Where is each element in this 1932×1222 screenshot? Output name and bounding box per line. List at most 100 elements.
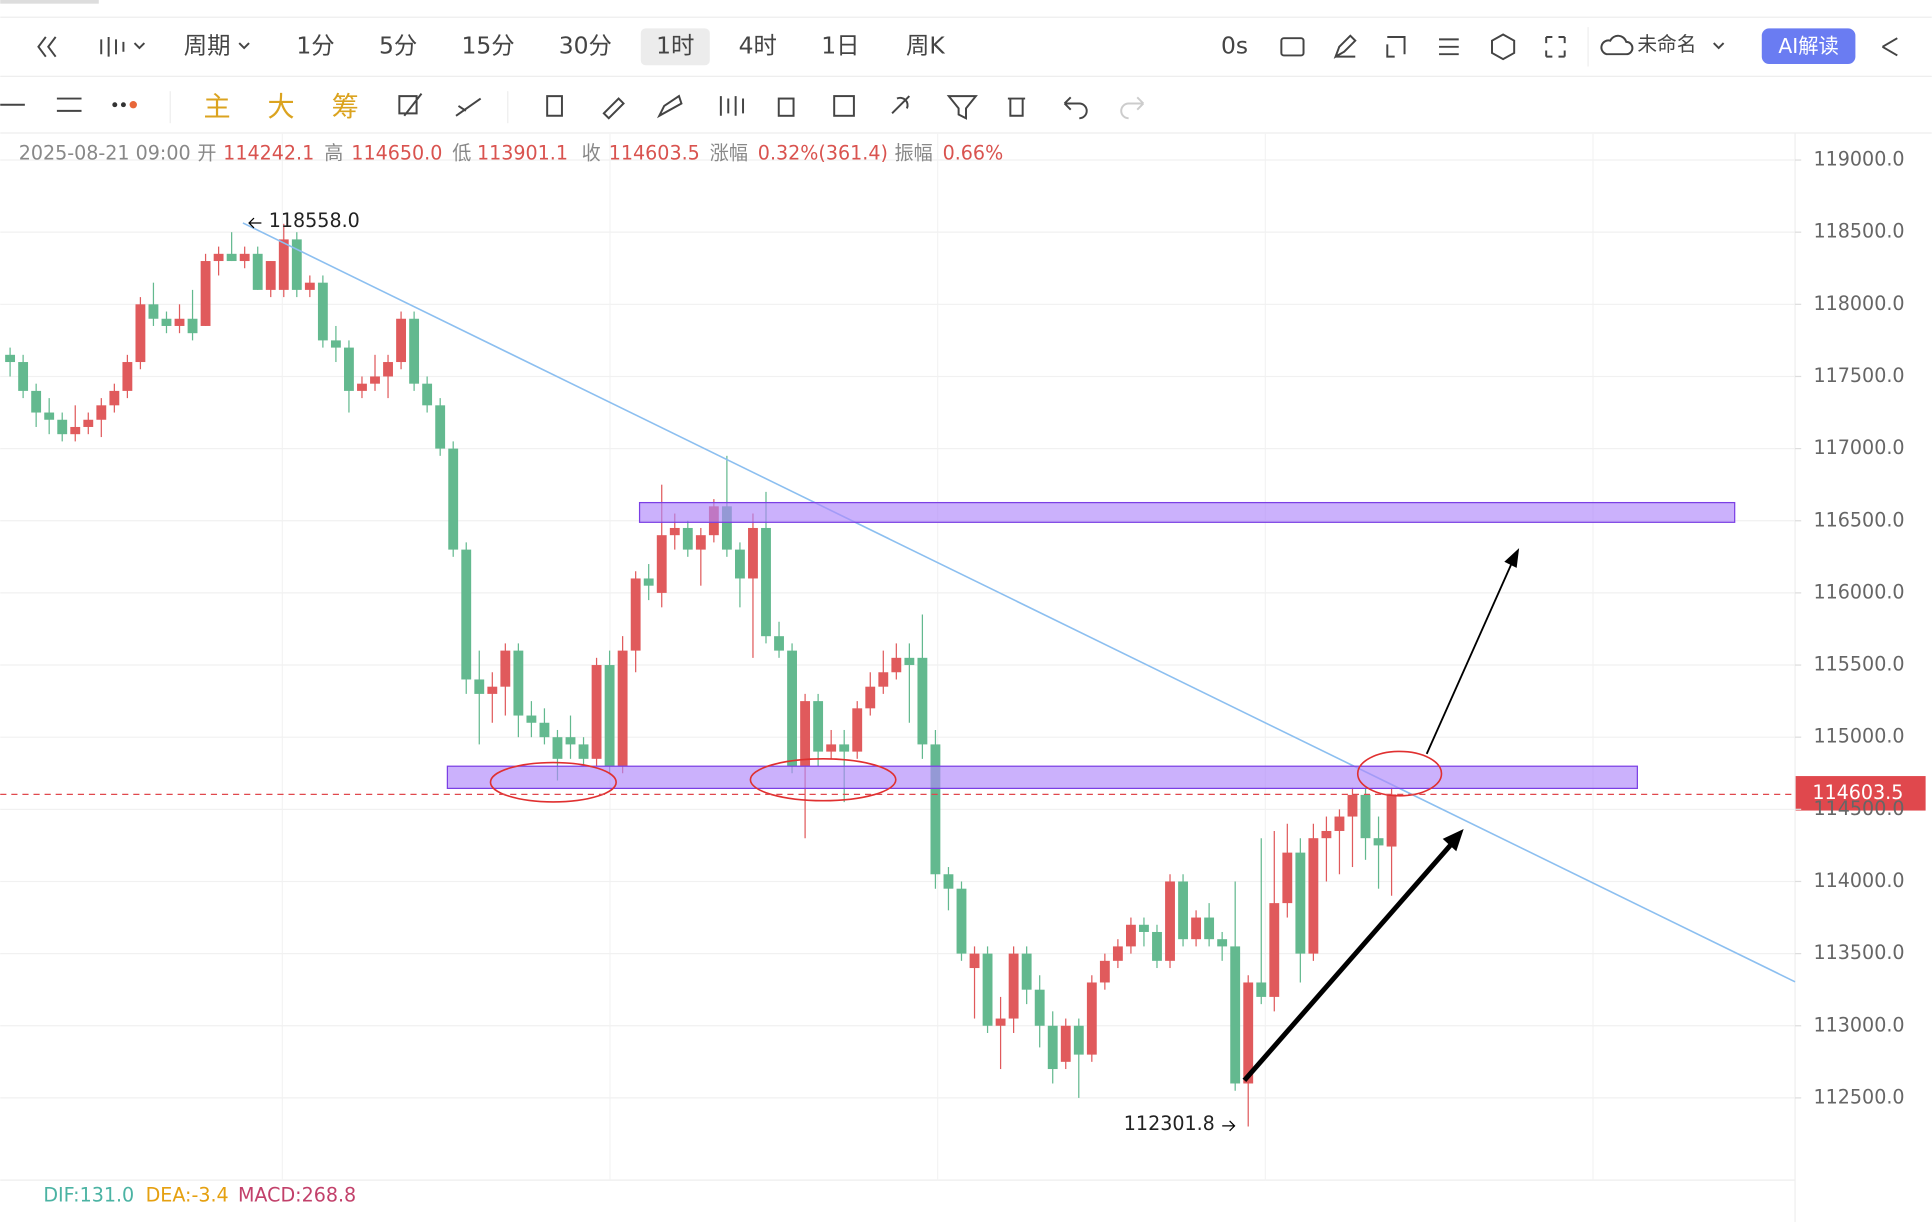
info-value: 113901.1: [477, 141, 568, 164]
y-tick-label: 116500.0: [1814, 508, 1905, 531]
circle-mark[interactable]: [489, 761, 617, 803]
info-label: 高: [324, 141, 343, 164]
icon-cloud[interactable]: [1600, 34, 1634, 56]
candle-body: [839, 744, 850, 752]
period-menu[interactable]: 周期: [184, 31, 231, 59]
y-tick-label: 114000.0: [1814, 869, 1905, 892]
icon-candle[interactable]: [100, 36, 146, 57]
period-button[interactable]: 15分: [461, 31, 514, 59]
circle-mark[interactable]: [1356, 750, 1443, 797]
candle-body: [1321, 830, 1332, 839]
icon-list[interactable]: [1439, 38, 1459, 56]
caret: [238, 42, 250, 50]
layout-name[interactable]: 未命名: [1637, 33, 1696, 56]
candle-body: [57, 419, 68, 435]
candle-body: [383, 362, 393, 377]
candle-body: [435, 405, 446, 449]
candle-body: [1230, 946, 1241, 1084]
support-zone[interactable]: [446, 765, 1638, 790]
candle-body: [500, 650, 511, 687]
price-tag: 114603.5: [1812, 781, 1903, 804]
candle-body: [552, 737, 563, 759]
candle-body: [513, 650, 524, 716]
icon-clip[interactable]: [777, 97, 795, 117]
icon-note[interactable]: [833, 95, 855, 117]
y-tick-label: 118000.0: [1814, 292, 1905, 315]
caret: [1713, 42, 1725, 50]
period-button[interactable]: 4时: [739, 31, 777, 59]
icon-frame[interactable]: [1386, 35, 1406, 58]
candle-body: [448, 448, 459, 550]
y-tick-label: 117500.0: [1814, 364, 1905, 387]
icon-pen[interactable]: [1333, 34, 1357, 59]
period-button[interactable]: 1分: [296, 31, 334, 59]
arrow[interactable]: [1242, 839, 1456, 1082]
trend-line[interactable]: [242, 222, 1796, 983]
candle-body: [461, 549, 472, 680]
period-button[interactable]: 1时: [656, 31, 694, 59]
candle-body: [1008, 953, 1019, 1019]
indicator[interactable]: 筹: [332, 92, 359, 123]
period-button[interactable]: 5分: [379, 31, 417, 59]
icon-bars[interactable]: [719, 96, 745, 116]
candle-body: [174, 318, 185, 326]
candle-body: [826, 744, 837, 752]
candle-body: [735, 549, 745, 579]
candle-body: [761, 527, 771, 637]
icon-filter[interactable]: [946, 95, 978, 120]
info-value: 114242.1: [223, 141, 314, 164]
indicator[interactable]: 主: [203, 92, 230, 123]
candle-body: [396, 318, 406, 363]
annotation-arrow: [248, 217, 262, 229]
icon-settings[interactable]: [1491, 33, 1516, 61]
candle-body: [1060, 1025, 1071, 1062]
info-label: 涨幅: [710, 141, 748, 164]
period-button[interactable]: 周K: [906, 31, 945, 59]
arrow[interactable]: [1425, 560, 1514, 755]
candle-body: [1178, 881, 1188, 940]
icon-lines[interactable]: [0, 97, 82, 112]
icon-back[interactable]: [37, 36, 57, 58]
period-button[interactable]: 30分: [559, 31, 612, 59]
candle-body: [1308, 838, 1319, 954]
icon-magnet[interactable]: [891, 95, 911, 115]
toolbar-icons[interactable]: [0, 33, 1898, 120]
circle-mark[interactable]: [749, 758, 897, 802]
candle-body: [330, 340, 341, 348]
ai-button[interactable]: AI解读: [1778, 34, 1839, 58]
candle-body: [44, 412, 55, 420]
info-value: 0.32%(361.4): [758, 141, 888, 164]
icon-redo[interactable]: [1120, 96, 1145, 120]
candle-body: [878, 672, 889, 687]
candle-body: [1139, 924, 1149, 932]
candle-body: [304, 282, 315, 290]
icon-share[interactable]: [1882, 37, 1898, 57]
period-button[interactable]: 1日: [821, 31, 859, 59]
ai-button-bg[interactable]: [1761, 28, 1856, 65]
low-annotation: 112301.8: [1124, 1112, 1215, 1135]
icon-copy[interactable]: [546, 95, 563, 117]
candle-body: [370, 376, 380, 384]
candle-body: [1152, 931, 1162, 961]
candle-body: [161, 318, 172, 326]
candle-body: [1191, 917, 1202, 940]
icon-ruler[interactable]: [455, 97, 482, 117]
resistance-zone[interactable]: [638, 501, 1736, 523]
icon-brush[interactable]: [656, 94, 683, 119]
icon-camera[interactable]: [1280, 37, 1305, 57]
candle-body: [18, 362, 29, 391]
macd-value: MACD:268.8: [238, 1184, 356, 1207]
candle-body: [1347, 794, 1358, 817]
candle-body: [409, 318, 420, 384]
indicator[interactable]: 大: [268, 92, 295, 123]
icon-fullscreen[interactable]: [1545, 35, 1566, 58]
icon-sync[interactable]: [398, 93, 423, 117]
icon-undo[interactable]: [1063, 96, 1088, 120]
candle-body: [252, 253, 263, 290]
icon-eraser[interactable]: [602, 97, 625, 120]
y-tick-label: 119000.0: [1814, 148, 1905, 171]
icon-delete[interactable]: [1007, 97, 1026, 117]
candle-body: [604, 665, 615, 767]
candle-body: [317, 282, 328, 341]
